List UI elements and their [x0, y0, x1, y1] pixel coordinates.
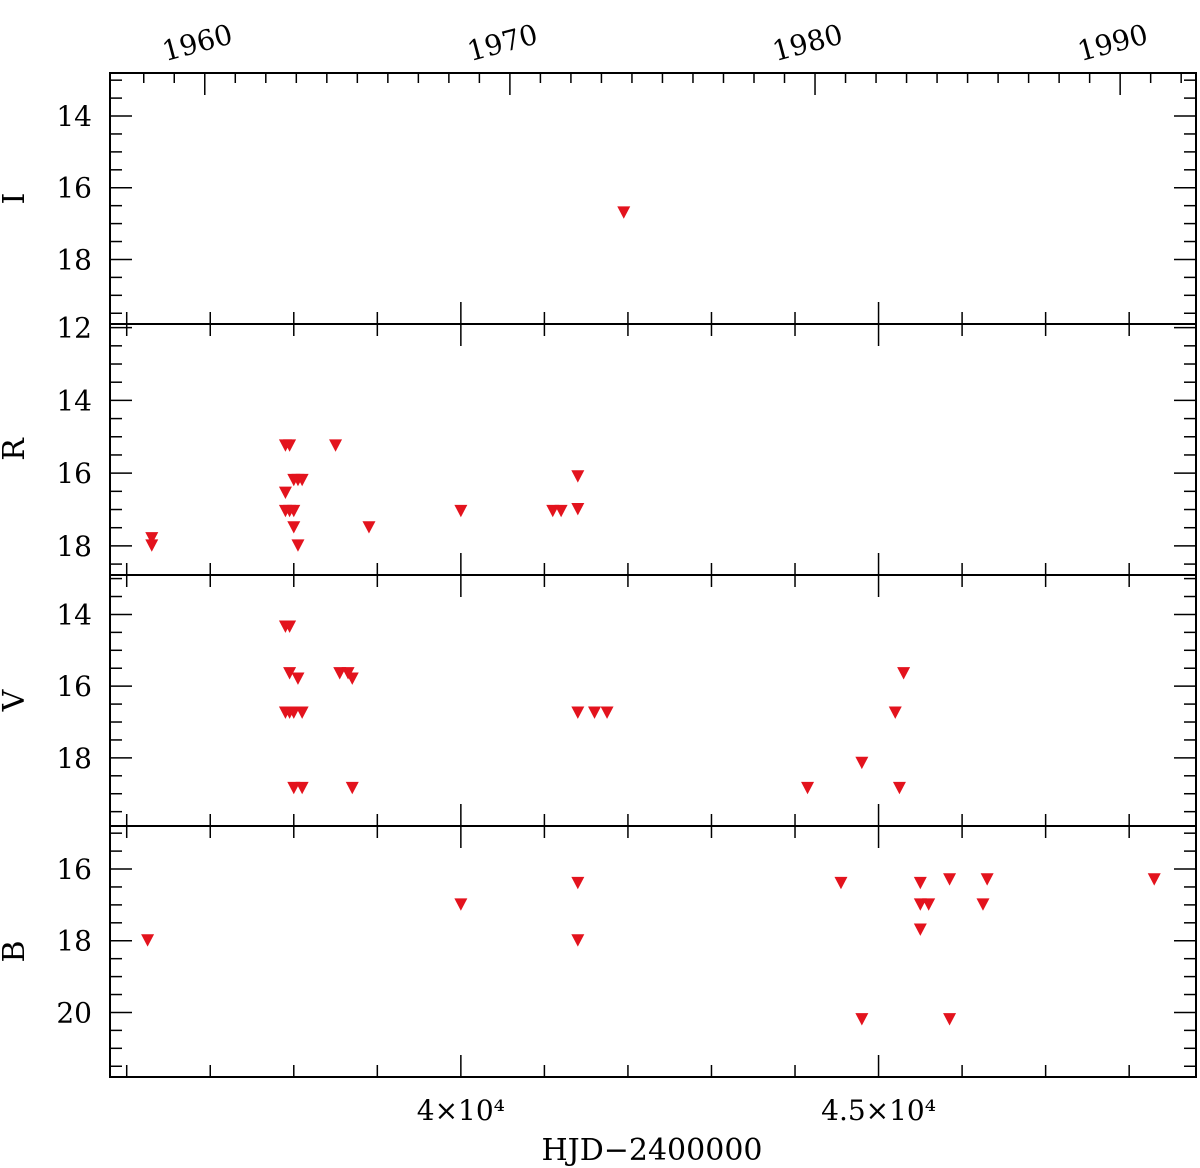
upper-limit-point — [980, 873, 994, 886]
top-tick-label: 1960 — [159, 18, 236, 68]
upper-limit-point — [454, 504, 468, 518]
upper-limit-point — [888, 706, 902, 719]
upper-limit-point — [571, 470, 585, 483]
band-label-b: B — [0, 940, 32, 962]
panel-v: 14 16 18 V — [0, 577, 1196, 813]
upper-limit-point — [295, 781, 309, 795]
y-tick-label: 20 — [56, 996, 92, 1029]
band-label-v: V — [0, 688, 32, 712]
x-tick-label: 4.5×10⁴ — [821, 1094, 936, 1127]
upper-limit-point — [617, 206, 631, 219]
upper-limit-point — [362, 521, 376, 534]
y-tick-label: 12 — [56, 312, 92, 345]
y-tick-label: 16 — [56, 670, 92, 703]
panel-r: 12 14 16 18 R — [0, 312, 1196, 565]
upper-limit-point — [834, 876, 848, 890]
upper-limit-point — [943, 1013, 957, 1026]
top-tick-label: 1990 — [1074, 18, 1151, 68]
upper-limit-point — [571, 876, 585, 890]
upper-limit-point — [913, 923, 927, 936]
top-tick-label: 1970 — [464, 18, 541, 68]
upper-limit-point — [571, 934, 585, 947]
upper-limit-point — [922, 898, 936, 911]
panel-b: 16 18 20 B — [0, 832, 1196, 1067]
y-tick-label: 14 — [56, 384, 92, 417]
upper-limit-point — [913, 876, 927, 890]
upper-limit-point — [571, 706, 585, 719]
upper-limit-point — [892, 781, 906, 795]
upper-limit-point — [801, 781, 815, 795]
x-tick-label: 4×10⁴ — [417, 1094, 505, 1127]
x-axis-label: HJD−2400000 — [542, 1133, 763, 1168]
upper-limit-point — [141, 934, 155, 947]
upper-limit-point — [287, 706, 301, 719]
upper-limit-point — [855, 756, 869, 770]
upper-limit-point — [454, 898, 468, 911]
y-tick-label: 18 — [56, 742, 92, 775]
band-panels: 14 16 18 I 12 14 16 18 R 14 16 18 V 16 18 20 B — [0, 79, 1196, 1067]
top-tick-label: 1980 — [769, 18, 846, 68]
upper-limit-point — [287, 504, 301, 518]
upper-limit-point — [345, 781, 359, 795]
upper-limit-point — [145, 539, 159, 552]
upper-limit-point — [291, 672, 305, 685]
upper-limit-point — [278, 486, 292, 500]
upper-limit-point — [291, 539, 305, 552]
chart-frame — [109, 72, 1197, 1078]
upper-limit-point — [283, 667, 297, 680]
upper-limit-point — [1147, 873, 1161, 886]
upper-limit-point — [345, 672, 359, 685]
upper-limit-point — [283, 620, 297, 633]
bottom-x-axis: 4×10⁴ 4.5×10⁴ — [125, 302, 1130, 1127]
y-tick-label: 16 — [56, 853, 92, 886]
y-tick-label: 18 — [56, 243, 92, 276]
upper-limit-point — [855, 1013, 869, 1026]
y-tick-label: 14 — [56, 598, 92, 631]
y-tick-label: 18 — [56, 530, 92, 563]
top-year-axis: 1960 1970 1980 1990 — [142, 18, 1182, 95]
upper-limit-point — [588, 706, 602, 719]
y-tick-label: 18 — [56, 925, 92, 958]
upper-limit-point — [287, 781, 301, 795]
upper-limit-point — [546, 504, 560, 518]
upper-limit-point — [295, 706, 309, 719]
y-tick-label: 14 — [56, 100, 92, 133]
upper-limit-point — [287, 521, 301, 534]
upper-limit-point — [145, 532, 159, 545]
upper-limit-point — [976, 898, 990, 911]
upper-limit-point — [913, 898, 927, 911]
upper-limit-point — [600, 706, 614, 719]
upper-limit-point — [897, 667, 911, 680]
upper-limit-point — [554, 504, 568, 518]
upper-limit-point — [283, 439, 297, 452]
band-label-i: I — [0, 193, 32, 205]
upper-limit-point — [295, 473, 309, 487]
y-tick-label: 16 — [56, 172, 92, 205]
upper-limit-point — [333, 667, 347, 680]
upper-limit-point — [571, 503, 585, 516]
upper-limit-point — [329, 439, 343, 452]
upper-limit-point — [943, 873, 957, 886]
band-label-r: R — [0, 437, 32, 461]
panel-i: 14 16 18 I — [0, 79, 1196, 314]
y-tick-label: 16 — [56, 457, 92, 490]
